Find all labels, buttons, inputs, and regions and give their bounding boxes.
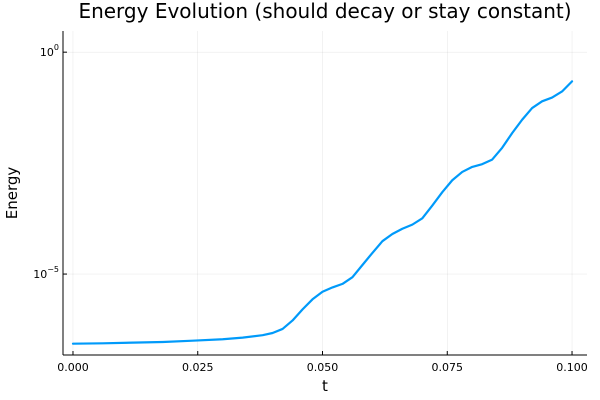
series-line — [71, 80, 574, 345]
x-tick-label: 0.100 — [556, 361, 588, 374]
x-tick-label: 0.000 — [57, 361, 89, 374]
x-tick-label: 0.050 — [307, 361, 339, 374]
grid-lines — [63, 31, 587, 355]
ticks: 0.000 0.025 0.050 0.075 0.100 10−5 100 — [33, 43, 588, 374]
y-tick-label: 100 — [40, 43, 59, 59]
y-axis-label: Energy — [3, 167, 21, 220]
x-tick-label: 0.075 — [432, 361, 464, 374]
x-axis-label: t — [322, 377, 328, 395]
chart-title: Energy Evolution (should decay or stay c… — [78, 0, 571, 23]
y-tick-label: 10−5 — [33, 265, 59, 281]
x-tick-label: 0.025 — [182, 361, 214, 374]
series-layer — [71, 80, 574, 345]
axes — [62, 31, 587, 356]
